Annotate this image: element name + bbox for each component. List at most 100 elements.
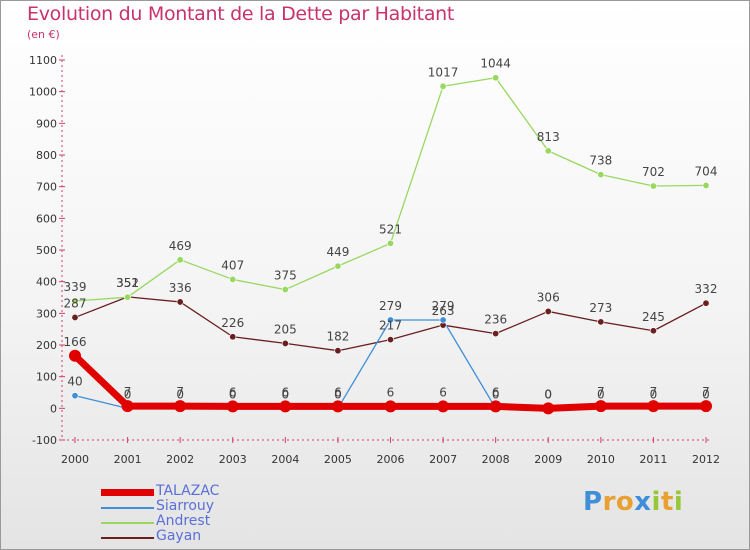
data-label: 351 bbox=[116, 276, 139, 290]
data-point bbox=[649, 182, 657, 190]
data-label: 217 bbox=[379, 319, 402, 333]
legend-swatch-talazac bbox=[101, 489, 154, 496]
y-tick-label: 100 bbox=[36, 371, 57, 384]
data-label: 0 bbox=[492, 387, 500, 401]
data-label: 279 bbox=[379, 299, 402, 313]
y-tick-label: 800 bbox=[36, 149, 57, 162]
data-label: 236 bbox=[484, 313, 507, 327]
data-label: 306 bbox=[537, 290, 560, 304]
data-label: 0 bbox=[650, 387, 658, 401]
data-point bbox=[71, 392, 79, 400]
data-label: 336 bbox=[169, 281, 192, 295]
x-tick-label: 2001 bbox=[114, 453, 142, 466]
data-label: 7 bbox=[124, 385, 132, 399]
data-point bbox=[702, 299, 710, 307]
data-point bbox=[544, 147, 552, 155]
logo-letter: i bbox=[651, 487, 661, 517]
x-tick-label: 2011 bbox=[639, 453, 667, 466]
data-point bbox=[437, 400, 450, 413]
data-point bbox=[492, 330, 500, 338]
logo-letter: P bbox=[583, 487, 603, 517]
data-label: 0 bbox=[176, 387, 184, 401]
data-label: 279 bbox=[432, 299, 455, 313]
data-label: 7 bbox=[176, 385, 184, 399]
logo-letter: r bbox=[602, 487, 616, 517]
data-point bbox=[647, 400, 660, 413]
data-label: 6 bbox=[492, 385, 500, 399]
data-point bbox=[334, 347, 342, 355]
data-label: 407 bbox=[221, 258, 244, 272]
data-point bbox=[597, 171, 605, 179]
y-tick-label: -100 bbox=[32, 434, 57, 447]
y-tick-label: 400 bbox=[36, 276, 57, 289]
y-tick-label: 200 bbox=[36, 339, 57, 352]
y-tick-label: 1100 bbox=[29, 54, 57, 67]
data-point bbox=[176, 256, 184, 264]
data-point bbox=[334, 262, 342, 270]
data-label: 6 bbox=[282, 385, 290, 399]
data-point bbox=[702, 181, 710, 189]
data-label: 449 bbox=[326, 245, 349, 259]
data-label: 6 bbox=[229, 385, 237, 399]
legend-swatch-siarrouy bbox=[101, 507, 154, 509]
legend-label-siarrouy: Siarrouy bbox=[156, 498, 215, 514]
data-point bbox=[281, 286, 289, 294]
axes: -100010020030040050060070080090010001100… bbox=[29, 54, 720, 466]
x-tick-label: 2010 bbox=[587, 453, 615, 466]
y-tick-label: 0 bbox=[50, 402, 57, 415]
legend-swatch-andrest bbox=[101, 522, 154, 524]
legend-label-andrest: Andrest bbox=[156, 513, 211, 529]
data-label: 332 bbox=[695, 282, 718, 296]
data-label: 352 bbox=[116, 276, 139, 290]
data-point bbox=[331, 400, 344, 413]
data-point bbox=[700, 400, 712, 413]
unit-label: (en €) bbox=[27, 28, 60, 41]
data-label: 7 bbox=[597, 385, 605, 399]
x-tick-label: 2006 bbox=[377, 453, 405, 466]
data-label: 0 bbox=[229, 387, 237, 401]
data-label: 287 bbox=[64, 296, 87, 310]
data-label: 7 bbox=[702, 385, 710, 399]
legend-label-talazac: TALAZAC bbox=[156, 483, 220, 499]
x-tick-label: 2005 bbox=[324, 453, 352, 466]
data-point bbox=[492, 74, 500, 82]
data-label: 469 bbox=[169, 239, 192, 253]
y-tick-label: 500 bbox=[36, 244, 57, 257]
data-label: 521 bbox=[379, 222, 402, 236]
data-point bbox=[124, 293, 132, 301]
data-label: 182 bbox=[326, 330, 349, 344]
data-point bbox=[226, 400, 239, 413]
legend-swatch-gayan bbox=[101, 537, 154, 539]
x-tick-label: 2004 bbox=[271, 453, 299, 466]
data-label: 0 bbox=[124, 387, 132, 401]
y-tick-label: 300 bbox=[36, 307, 57, 320]
data-label: 702 bbox=[642, 165, 665, 179]
x-tick-label: 2000 bbox=[61, 453, 89, 466]
data-label: 40 bbox=[67, 375, 82, 389]
data-label: 6 bbox=[334, 385, 342, 399]
data-point bbox=[439, 316, 447, 324]
y-tick-label: 1000 bbox=[29, 86, 57, 99]
data-label: 813 bbox=[537, 130, 560, 144]
y-tick-label: 600 bbox=[36, 212, 57, 225]
x-tick-label: 2007 bbox=[429, 453, 457, 466]
data-label: 166 bbox=[64, 335, 87, 349]
logo-letter: x bbox=[634, 487, 652, 517]
y-tick-label: 700 bbox=[36, 181, 57, 194]
logo-letter: i bbox=[673, 487, 684, 517]
series-line-andrest bbox=[74, 77, 707, 302]
logo-letter: o bbox=[615, 487, 635, 517]
legend-item-andrest: Andrest bbox=[101, 513, 321, 530]
x-tick-label: 2012 bbox=[692, 453, 720, 466]
chart-title: Evolution du Montant de la Dette par Hab… bbox=[27, 3, 455, 25]
series-points bbox=[69, 74, 712, 415]
data-point bbox=[384, 400, 397, 413]
data-label: 738 bbox=[589, 154, 612, 168]
data-label: 6 bbox=[439, 385, 447, 399]
logo-letter: t bbox=[660, 487, 674, 517]
data-label: 205 bbox=[274, 322, 297, 336]
y-tick-label: 900 bbox=[36, 117, 57, 130]
data-label: 1044 bbox=[480, 57, 511, 71]
